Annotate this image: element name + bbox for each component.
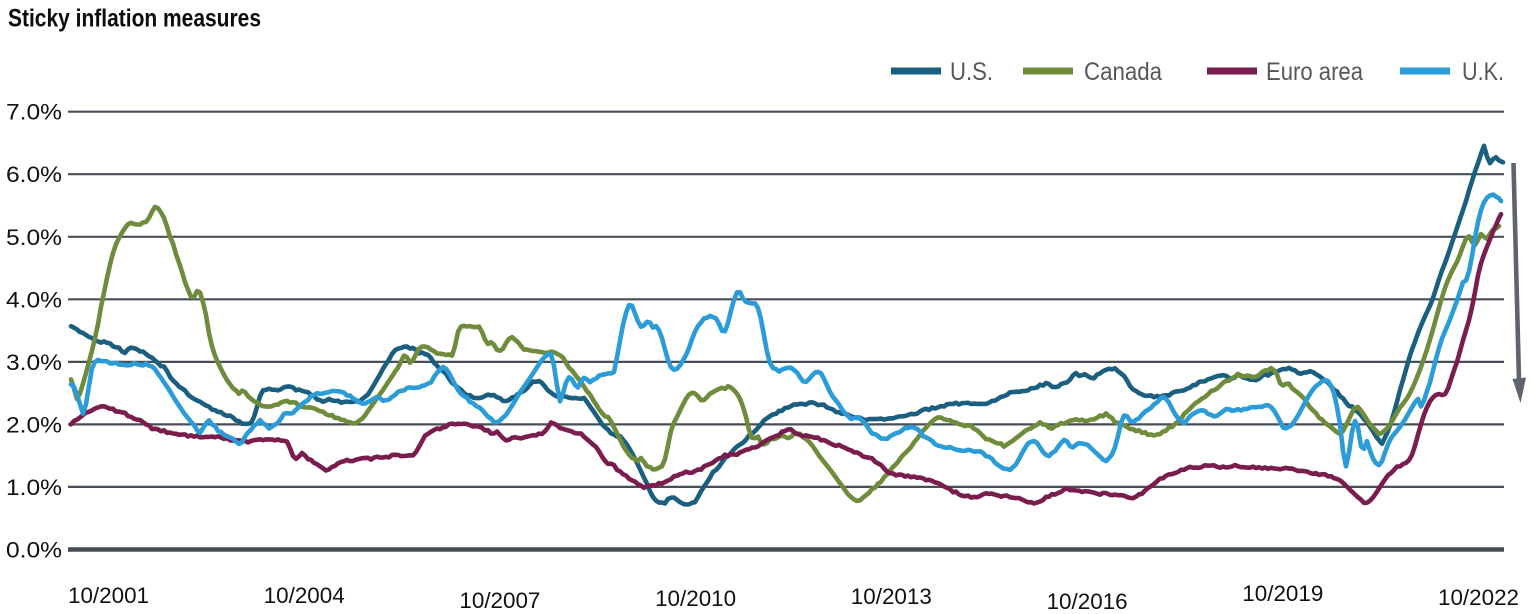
svg-text:10/2016: 10/2016	[1047, 589, 1128, 614]
svg-text:Canada: Canada	[1084, 58, 1162, 86]
svg-text:7.0%: 7.0%	[6, 100, 62, 125]
svg-text:Sticky inflation measures: Sticky inflation measures	[8, 5, 261, 33]
svg-text:10/2022: 10/2022	[1438, 585, 1519, 610]
svg-text:2.0%: 2.0%	[6, 412, 62, 437]
svg-text:3.0%: 3.0%	[6, 350, 62, 375]
svg-text:10/2004: 10/2004	[264, 583, 345, 608]
svg-text:1.0%: 1.0%	[6, 475, 62, 500]
svg-text:5.0%: 5.0%	[6, 225, 62, 250]
svg-text:10/2010: 10/2010	[655, 586, 736, 611]
svg-text:6.0%: 6.0%	[6, 162, 62, 187]
svg-text:10/2013: 10/2013	[851, 584, 932, 609]
svg-text:4.0%: 4.0%	[6, 287, 62, 312]
svg-text:U.S.: U.S.	[950, 58, 993, 86]
svg-text:10/2007: 10/2007	[459, 588, 540, 613]
svg-text:10/2019: 10/2019	[1242, 581, 1323, 606]
svg-text:U.K.: U.K.	[1462, 58, 1504, 86]
svg-text:10/2001: 10/2001	[68, 583, 149, 608]
svg-text:Euro area: Euro area	[1266, 58, 1363, 86]
svg-text:0.0%: 0.0%	[6, 538, 62, 563]
